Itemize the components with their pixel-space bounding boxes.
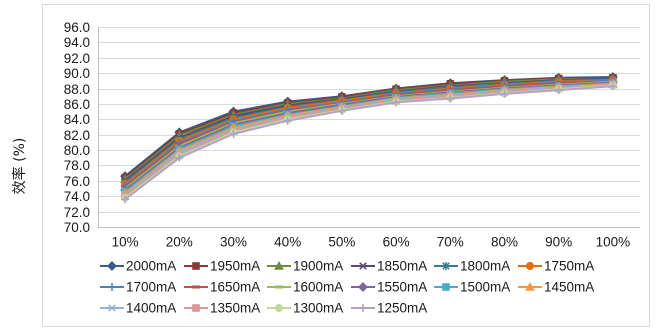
series-line [124,77,614,181]
y-tick-label: 78.0 [64,158,90,173]
legend-item-1450mA: 1450mA [518,280,594,295]
legend-item-1850mA: 1850mA [351,259,427,274]
legend-label: 1300mA [293,301,343,316]
legend-item-2000mA: 2000mA [100,259,176,274]
data-point-plus [500,89,509,98]
legend-label: 1950mA [210,259,260,274]
data-point-plus [175,153,184,162]
y-tick-label: 88.0 [64,82,90,97]
data-point-plus [608,82,617,91]
legend-item-1550mA: 1550mA [351,280,427,295]
y-tick-label: 96.0 [64,20,90,35]
legend-label: 1550mA [377,280,427,295]
legend-item-1300mA: 1300mA [267,301,343,316]
legend-marker-triangle [525,281,535,291]
legend-label: 1350mA [210,301,260,316]
data-point-plus [446,94,455,103]
data-point-plus [337,106,346,115]
series-1250mA [121,82,617,204]
legend-label: 1400mA [126,301,176,316]
legend-label: 1250mA [377,301,427,316]
legend-marker-square [442,283,450,291]
legend-marker-square [192,262,200,270]
y-tick-label: 86.0 [64,97,90,112]
x-tick-label: 100% [596,235,631,250]
legend-item-1400mA: 1400mA [100,301,176,316]
series-line [124,83,614,196]
legend-item-1350mA: 1350mA [184,301,260,316]
legend-label: 1450mA [544,280,594,295]
y-tick-label: 90.0 [64,66,90,81]
legend-label: 1600mA [293,280,343,295]
x-tick-label: 10% [112,235,139,250]
legend-marker-triangle [274,260,284,270]
legend-item-1650mA: 1650mA [184,280,260,295]
y-tick-label: 72.0 [64,205,90,220]
y-tick-label: 70.0 [64,220,90,235]
legend: 2000mA 1950mA 1900mA 1850mA 1800mA 1750mA 1700… [100,259,594,316]
legend-item-1800mA: 1800mA [434,259,510,274]
legend-marker-x [108,304,116,312]
axes [98,27,640,228]
data-point-plus [554,86,563,95]
x-tick-label: 80% [491,235,518,250]
legend-item-1250mA: 1250mA [351,301,427,316]
legend-marker-diamond [358,282,368,292]
legend-item-1700mA: 1700mA [100,280,176,295]
plot-series [120,72,618,204]
legend-label: 1500mA [460,280,510,295]
legend-marker-plus [108,283,116,291]
y-tick-label: 74.0 [64,189,90,204]
y-tick-label: 76.0 [64,174,90,189]
series-line [124,85,614,201]
legend-marker-square [192,304,200,312]
legend-label: 1900mA [293,259,343,274]
series-line [124,80,614,188]
y-gridlines [98,27,640,213]
data-point-plus [121,195,130,204]
legend-item-1500mA: 1500mA [434,280,510,295]
legend-label: 1650mA [210,280,260,295]
legend-label: 1700mA [126,280,176,295]
legend-item-1950mA: 1950mA [184,259,260,274]
x-tick-label: 50% [328,235,355,250]
y-tick-label: 94.0 [64,35,90,50]
y-tick-label: 80.0 [64,143,90,158]
legend-marker-star [442,262,450,270]
y-axis-title: 效率 (%) [11,138,28,195]
legend-marker-circle [274,303,283,312]
legend-item-1750mA: 1750mA [518,259,594,274]
x-tick-label: 30% [220,235,247,250]
x-tick-label: 20% [166,235,193,250]
legend-marker-x [359,262,367,270]
x-tick-label: 60% [383,235,410,250]
x-tick-label: 90% [545,235,572,250]
legend-item-1900mA: 1900mA [267,259,343,274]
y-tick-label: 92.0 [64,51,90,66]
legend-label: 1850mA [377,259,427,274]
y-tick-label: 82.0 [64,128,90,143]
data-point-plus [283,116,292,125]
legend-label: 1800mA [460,259,510,274]
x-tick-label: 70% [437,235,464,250]
legend-marker-circle [526,261,535,270]
x-tick-label: 40% [274,235,301,250]
data-point-plus [229,129,238,138]
y-axis-tick-labels: 70.072.074.076.078.080.082.084.086.088.0… [64,20,90,235]
legend-label: 1750mA [544,259,594,274]
data-point-plus [392,98,401,107]
x-axis-tick-labels: 10% 20% 30% 40% 50% 60% 70% 80% 90% 100% [112,235,631,250]
legend-label: 2000mA [126,259,176,274]
y-tick-label: 84.0 [64,112,90,127]
legend-item-1600mA: 1600mA [267,280,343,295]
legend-marker-plus [359,304,367,312]
legend-marker-diamond [107,261,117,271]
